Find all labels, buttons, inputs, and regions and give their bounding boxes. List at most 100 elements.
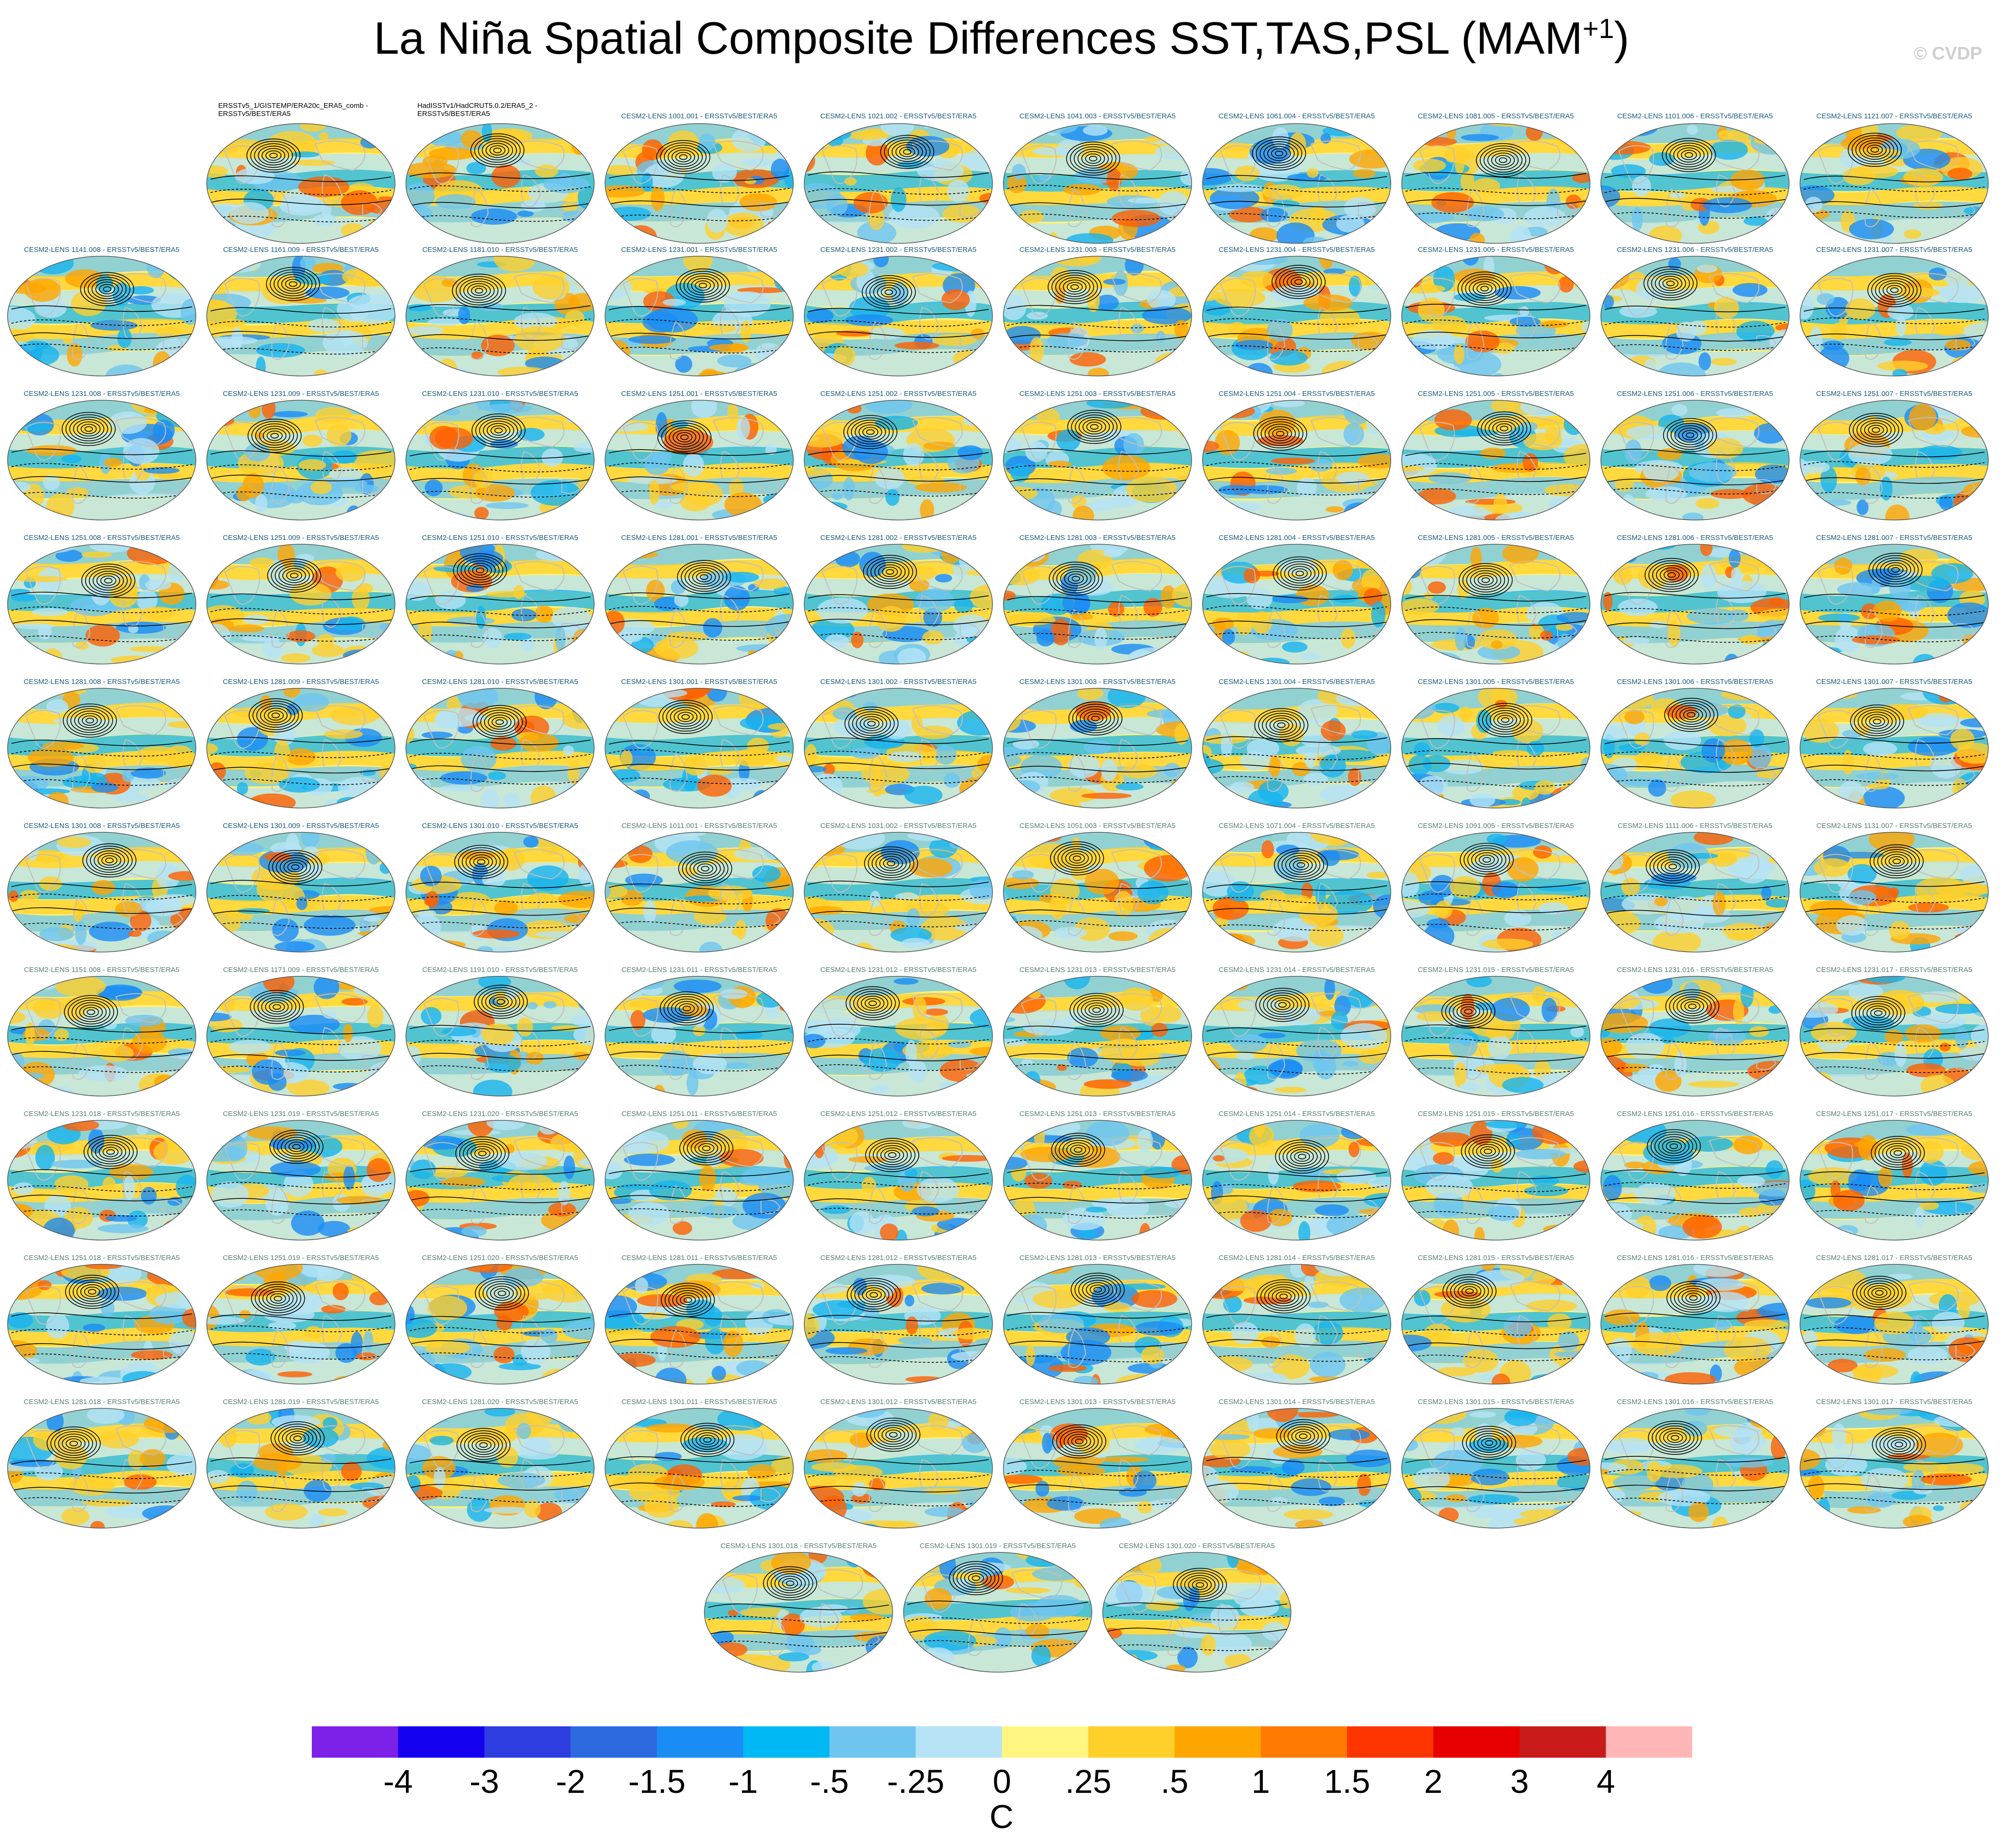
panel-label: CESM2-LENS 1281.002 - ERSSTv5/BEST/ERA5: [820, 534, 977, 542]
psl-contour: [1007, 596, 1188, 603]
coastline: [919, 307, 940, 340]
psl-contour: [271, 561, 318, 590]
psl-contour: [1288, 566, 1312, 581]
psl-contour: [1268, 426, 1292, 442]
panel-label: CESM2-LENS 1251.008 - ERSSTv5/BEST/ERA5: [23, 534, 180, 542]
anomaly-patch: [1810, 326, 1822, 350]
coastline: [868, 465, 887, 504]
anomaly-patch: [804, 469, 830, 476]
psl-contour: [1086, 422, 1102, 432]
anomaly-patch: [804, 696, 818, 719]
anomaly-patch: [1050, 788, 1098, 803]
anomaly-patch: [1024, 1071, 1040, 1090]
psl-contour: [1685, 432, 1695, 438]
composite-panel: CESM2-LENS 1281.007 - ERSSTv5/BEST/ERA5: [1799, 534, 1989, 677]
anomaly-patch: [1548, 497, 1584, 512]
anomaly-patch: [649, 480, 660, 505]
psl-contour: [1076, 706, 1115, 731]
psl-contour: [1683, 710, 1699, 720]
anomaly-patch: [804, 496, 826, 512]
psl-contour: [409, 491, 591, 498]
anomaly-patch: [256, 356, 266, 376]
anomaly-band: [605, 218, 793, 243]
composite-panel: CESM2-LENS 1031.002 - ERSSTv5/BEST/ERA5: [803, 822, 993, 965]
anomaly-patch: [1626, 425, 1670, 440]
coastline: [1111, 273, 1162, 304]
composite-panel: CESM2-LENS 1231.014 - ERSSTv5/BEST/ERA5: [1202, 966, 1392, 1109]
anomaly-patch: [1454, 151, 1465, 174]
anomaly-patch: [1602, 256, 1647, 263]
psl-contour: [409, 304, 591, 311]
coastline: [314, 705, 366, 736]
psl-contour: [493, 147, 502, 154]
coastline: [1318, 307, 1338, 340]
coastline: [1864, 609, 1883, 648]
psl-contour: [1803, 737, 1985, 744]
anomaly-patch: [605, 406, 635, 414]
psl-contour: [1656, 565, 1687, 585]
psl-contour: [260, 705, 291, 725]
psl-contour: [863, 555, 917, 589]
anomaly-patch: [1416, 657, 1458, 664]
map-border: [804, 544, 993, 664]
composite-panel: HadISSTv1/HadCRUT5.0.2/ERA5_2 - ERSSTv5/…: [405, 102, 595, 245]
anomaly-patch: [1260, 207, 1288, 222]
psl-contour: [1886, 285, 1903, 296]
anomaly-patch: [957, 445, 983, 461]
coastline: [224, 710, 260, 749]
map-border: [1003, 256, 1192, 376]
anomaly-patch: [922, 630, 944, 645]
psl-contour: [1871, 275, 1918, 305]
coastline: [1220, 566, 1256, 605]
psl-contour: [1664, 698, 1718, 732]
anomaly-patch: [1319, 256, 1334, 270]
composite-map: [405, 256, 595, 376]
anomaly-patch: [1540, 320, 1569, 328]
anomaly-patch: [1696, 264, 1717, 273]
coastline: [1021, 422, 1057, 461]
anomaly-patch: [1491, 640, 1503, 649]
anomaly-patch: [1003, 326, 1041, 345]
anomaly-patch: [567, 544, 577, 560]
anomaly-patch: [1303, 237, 1328, 243]
anomaly-patch: [1204, 547, 1240, 553]
psl-contour: [11, 305, 193, 312]
anomaly-patch: [551, 606, 592, 630]
anomaly-patch: [530, 480, 581, 506]
anomaly-patch: [857, 221, 896, 243]
anomaly-band: [1800, 477, 1988, 500]
coastline: [720, 307, 741, 340]
composite-panel: CESM2-LENS 1251.006 - ERSSTv5/BEST/ERA5: [1600, 390, 1790, 533]
anomaly-patch: [1469, 793, 1495, 808]
anomaly-patch: [14, 554, 30, 567]
anomaly-patch: [132, 1030, 167, 1053]
anomaly-patch: [1485, 1120, 1526, 1129]
anomaly-patch: [1303, 294, 1353, 311]
composite-panel: CESM2-LENS 1251.018 - ERSSTv5/BEST/ERA5: [7, 1254, 197, 1397]
anomaly-patch: [1524, 206, 1566, 228]
anomaly-patch: [651, 1024, 676, 1045]
anomaly-patch: [1763, 922, 1778, 939]
anomaly-patch: [1259, 410, 1296, 436]
composite-map: [1600, 976, 1790, 1097]
coastline: [713, 273, 764, 304]
map-border: [405, 688, 595, 808]
psl-contour: [1253, 416, 1308, 451]
anomaly-patch: [1566, 940, 1578, 949]
anomaly-band: [804, 1120, 992, 1141]
anomaly-patch: [1154, 1005, 1182, 1023]
anomaly-patch: [917, 1177, 959, 1203]
anomaly-patch: [1184, 1222, 1192, 1240]
psl-contour: [289, 281, 298, 287]
anomaly-patch: [46, 792, 69, 808]
anomaly-patch: [1348, 1142, 1359, 1157]
composite-map: [206, 832, 395, 953]
anomaly-patch: [971, 328, 985, 340]
panel-label: CESM2-LENS 1301.008 - ERSSTv5/BEST/ERA5: [23, 822, 180, 830]
anomaly-patch: [135, 465, 150, 481]
psl-contour: [1007, 346, 1188, 353]
anomaly-patch: [947, 179, 970, 202]
psl-contour: [1871, 427, 1880, 433]
anomaly-patch: [1956, 742, 1988, 764]
psl-contour: [899, 146, 915, 157]
